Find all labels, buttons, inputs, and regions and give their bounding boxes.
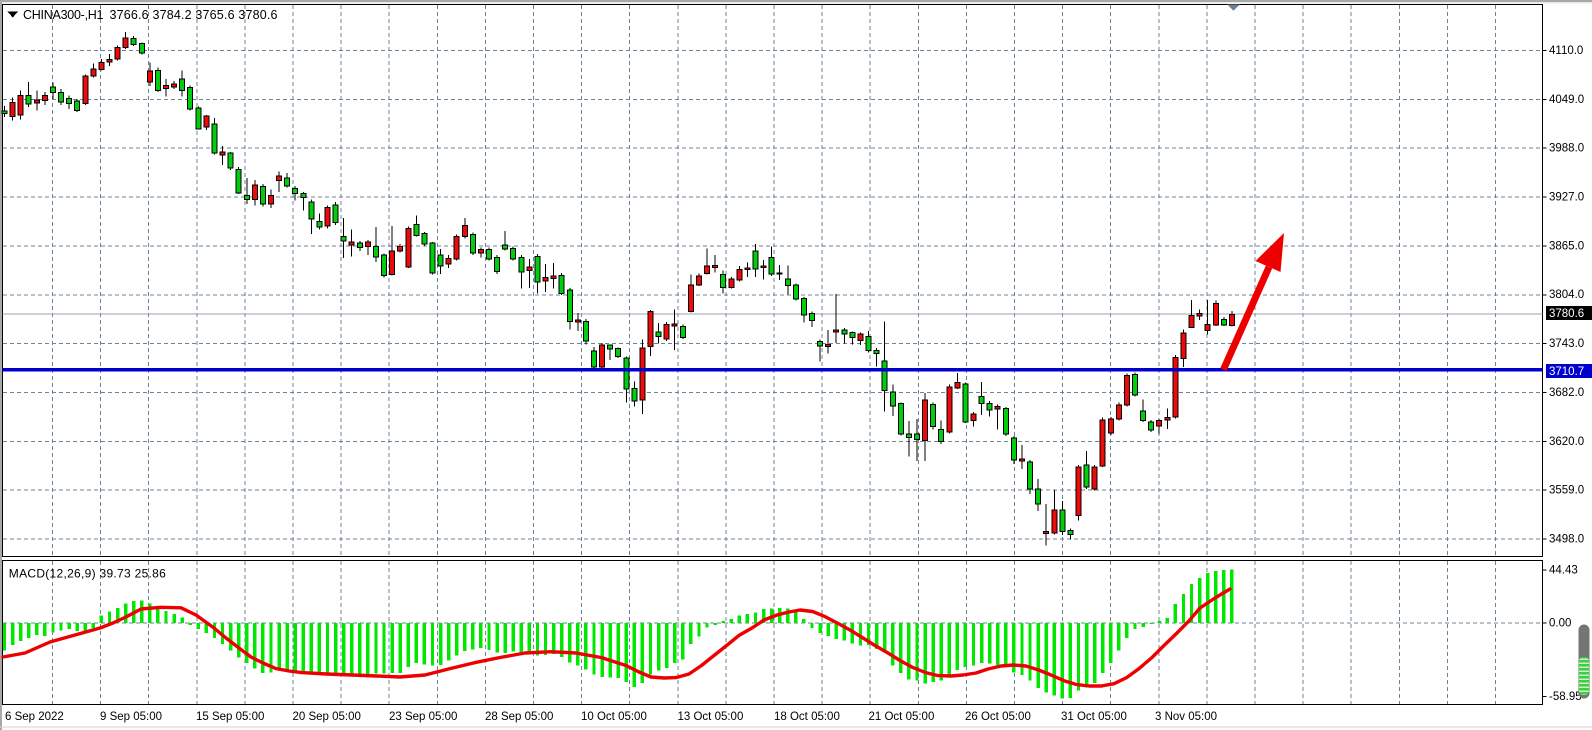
svg-text:20 Sep 05:00: 20 Sep 05:00 [293,711,361,723]
svg-text:3766.6 3784.2 3765.6 3780.6: 3766.6 3784.2 3765.6 3780.6 [110,8,278,22]
svg-text:31 Oct 05:00: 31 Oct 05:00 [1061,711,1127,723]
svg-text:3710.7: 3710.7 [1549,366,1584,378]
svg-text:9 Sep 05:00: 9 Sep 05:00 [100,711,162,723]
svg-text:10 Oct 05:00: 10 Oct 05:00 [581,711,647,723]
svg-text:26 Oct 05:00: 26 Oct 05:00 [965,711,1031,723]
svg-text:3498.0: 3498.0 [1549,534,1584,546]
svg-text:3682.0: 3682.0 [1549,387,1584,399]
svg-text:3 Nov 05:00: 3 Nov 05:00 [1155,711,1217,723]
svg-text:3780.6: 3780.6 [1549,308,1584,320]
svg-text:4049.0: 4049.0 [1549,94,1584,106]
svg-text:23 Sep 05:00: 23 Sep 05:00 [389,711,457,723]
svg-text:3620.0: 3620.0 [1549,436,1584,448]
svg-text:28 Sep 05:00: 28 Sep 05:00 [485,711,553,723]
svg-text:3743.0: 3743.0 [1549,338,1584,350]
svg-text:MACD(12,26,9) 39.73 25.86: MACD(12,26,9) 39.73 25.86 [9,567,166,581]
svg-text:21 Oct 05:00: 21 Oct 05:00 [869,711,935,723]
svg-text:44.43: 44.43 [1549,565,1578,577]
svg-text:3865.0: 3865.0 [1549,240,1584,252]
svg-text:0.00: 0.00 [1549,617,1571,629]
svg-text:CHINA300-,H1: CHINA300-,H1 [23,8,104,22]
svg-text:6 Sep 2022: 6 Sep 2022 [5,711,64,723]
svg-text:4110.0: 4110.0 [1549,45,1583,57]
svg-text:3927.0: 3927.0 [1549,192,1584,204]
svg-text:-58.95: -58.95 [1549,691,1582,703]
svg-text:13 Oct 05:00: 13 Oct 05:00 [678,711,744,723]
svg-text:18 Oct 05:00: 18 Oct 05:00 [774,711,840,723]
svg-text:15 Sep 05:00: 15 Sep 05:00 [196,711,264,723]
svg-text:3804.0: 3804.0 [1549,289,1584,301]
svg-text:3559.0: 3559.0 [1549,485,1584,497]
svg-text:3988.0: 3988.0 [1549,143,1584,155]
